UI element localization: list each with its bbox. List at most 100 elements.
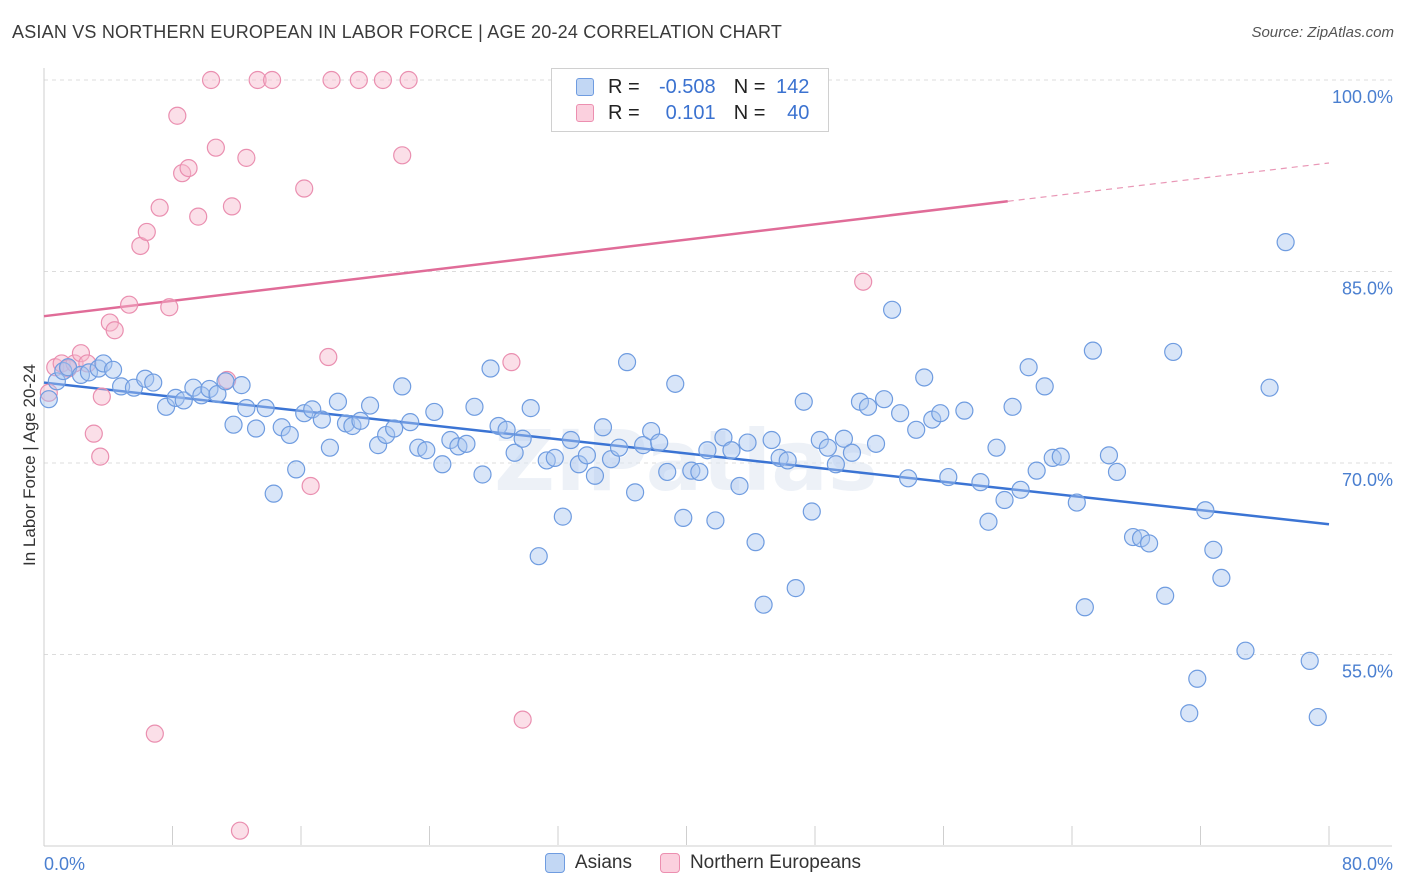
legend-row-northern-europeans: R = 0.101 N = 40	[576, 100, 809, 126]
point-asians	[987, 438, 1006, 457]
point-asians	[328, 392, 348, 411]
point-asians	[995, 490, 1014, 510]
point-asians	[351, 411, 370, 430]
point-northern-europeans	[160, 298, 179, 317]
point-northern-europeans	[399, 70, 418, 90]
point-asians	[232, 376, 251, 395]
legend-n-label: N =	[733, 101, 766, 124]
point-asians	[609, 438, 629, 457]
point-northern-europeans	[513, 710, 532, 729]
legend-item-asians[interactable]: Asians	[544, 852, 632, 874]
point-asians	[473, 465, 492, 484]
point-asians	[907, 420, 926, 439]
point-asians	[625, 483, 645, 502]
point-asians	[224, 415, 243, 434]
point-asians	[722, 441, 741, 460]
point-asians	[706, 511, 725, 530]
legend-n-label: N =	[733, 75, 766, 98]
y-tick-label: 100.0%	[1332, 87, 1393, 107]
point-asians	[593, 418, 613, 437]
trend-lines	[43, 162, 1330, 526]
point-asians	[312, 410, 331, 429]
legend-item-northern-europeans[interactable]: Northern Europeans	[659, 852, 861, 874]
point-asians	[979, 512, 998, 531]
point-asians	[818, 438, 837, 457]
point-northern-europeans	[502, 353, 521, 372]
point-asians	[690, 462, 709, 482]
point-asians	[658, 462, 677, 482]
point-northern-europeans	[230, 821, 250, 840]
point-asians	[834, 429, 854, 448]
point-asians	[842, 443, 862, 462]
point-asians	[256, 399, 275, 418]
point-asians	[738, 433, 757, 452]
point-asians	[497, 420, 516, 439]
point-asians	[891, 404, 910, 423]
point-asians	[882, 300, 902, 319]
point-northern-europeans	[189, 207, 208, 226]
point-asians	[1156, 586, 1175, 605]
point-asians	[971, 473, 990, 492]
point-asians	[1300, 651, 1319, 670]
point-northern-europeans	[248, 70, 267, 90]
point-asians	[246, 419, 266, 438]
point-asians	[79, 363, 99, 382]
point-asians	[1164, 342, 1183, 362]
point-asians	[216, 372, 235, 391]
point-asians	[94, 354, 113, 373]
point-asians	[1035, 377, 1054, 396]
point-asians	[1011, 480, 1030, 499]
point-northern-europeans	[145, 724, 164, 743]
point-northern-europeans	[301, 476, 320, 496]
point-asians	[1003, 397, 1022, 416]
legend-swatch-pink	[659, 853, 680, 873]
point-asians	[794, 392, 813, 411]
point-asians	[955, 401, 974, 420]
point-asians	[1260, 378, 1279, 397]
legend-label-asians: Asians	[574, 852, 632, 873]
point-asians	[1196, 501, 1215, 520]
point-asians	[513, 429, 532, 448]
legend-n-value: 142	[776, 75, 810, 98]
point-asians	[1075, 598, 1094, 617]
point-northern-europeans	[137, 222, 156, 242]
point-asians	[417, 441, 436, 460]
trend-line-extension	[1007, 162, 1330, 202]
series-legend: Asians Northern Europeans	[0, 852, 1406, 874]
point-northern-europeans	[168, 106, 187, 125]
point-northern-europeans	[91, 447, 110, 466]
point-asians	[826, 455, 845, 474]
point-asians	[385, 419, 404, 438]
point-asians	[1236, 641, 1255, 660]
y-tick-labels: 55.0% 70.0% 85.0% 100.0%	[1332, 87, 1393, 682]
point-asians	[360, 396, 380, 415]
point-asians	[674, 508, 693, 527]
point-asians	[1188, 669, 1207, 688]
point-asians	[89, 359, 108, 378]
legend-row-asians: R = -0.508 N = 142	[576, 74, 809, 100]
point-northern-europeans	[373, 70, 393, 90]
point-asians	[39, 390, 58, 409]
point-asians	[1107, 462, 1127, 482]
point-asians	[754, 595, 773, 614]
point-northern-europeans	[120, 295, 139, 314]
point-asians	[103, 360, 123, 379]
point-asians	[393, 377, 412, 396]
point-northern-europeans	[206, 138, 225, 157]
point-asians	[280, 425, 299, 445]
point-asians	[730, 476, 749, 496]
chart-title: ASIAN VS NORTHERN EUROPEAN IN LABOR FORC…	[12, 22, 783, 42]
point-asians	[1051, 447, 1070, 466]
legend-swatch-pink	[576, 104, 594, 122]
point-asians	[874, 390, 894, 409]
point-northern-europeans	[349, 70, 368, 90]
point-asians	[698, 441, 717, 460]
point-asians	[144, 373, 163, 392]
axes	[43, 68, 1392, 847]
point-asians	[617, 353, 637, 372]
watermark: ZIPatlas	[494, 412, 878, 510]
point-asians	[1212, 568, 1231, 588]
correlation-legend: R = -0.508 N = 142 R = 0.101 N = 40	[551, 68, 829, 132]
point-northern-europeans	[150, 198, 169, 217]
